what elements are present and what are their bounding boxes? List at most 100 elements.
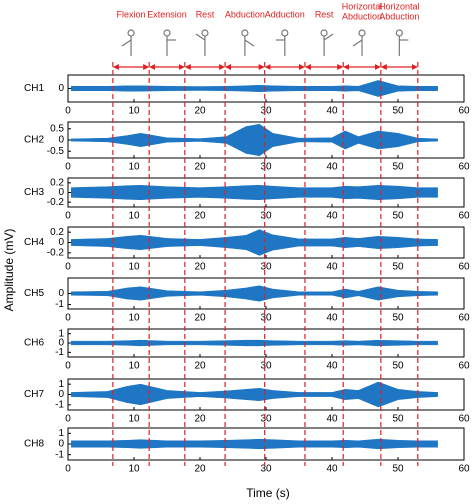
x-tick-label: 60: [458, 211, 470, 222]
icon-arm: [195, 33, 206, 41]
channel-label: CH8: [24, 439, 44, 450]
x-tick-label: 10: [128, 464, 140, 475]
x-tick-label: 50: [392, 106, 404, 117]
x-tick-label: 30: [260, 464, 272, 475]
channel-label: CH4: [24, 237, 44, 248]
plot-frame: [67, 328, 465, 358]
x-tick-label: 10: [128, 414, 140, 425]
icon-head: [281, 29, 289, 37]
x-tick-label: 30: [260, 361, 272, 372]
x-tick-label: 50: [392, 162, 404, 173]
plot-frame: [67, 427, 465, 461]
x-tick-label: 50: [392, 313, 404, 324]
plot-frame: [67, 121, 465, 159]
plot-frame: [67, 74, 465, 103]
phase-label: Abduction: [225, 9, 265, 19]
x-tick-label: 10: [128, 211, 140, 222]
x-tick-label: 40: [326, 106, 338, 117]
x-tick-label: 10: [128, 106, 140, 117]
y-axis-label: Amplitude (mV): [2, 229, 16, 312]
x-tick-label: 0: [65, 313, 71, 324]
x-tick-label: 0: [65, 162, 71, 173]
x-tick-label: 50: [392, 211, 404, 222]
icon-head: [320, 29, 328, 37]
x-tick-label: 10: [128, 313, 140, 324]
icon-arm: [244, 39, 255, 47]
pose-icon: [395, 29, 409, 56]
icon-head: [127, 29, 135, 37]
icon-head: [358, 29, 366, 37]
x-tick-label: 20: [194, 414, 206, 425]
x-tick-label: 50: [392, 414, 404, 425]
x-tick-label: 0: [65, 262, 71, 273]
channel-label: CH5: [24, 288, 44, 299]
y-tick-label: 0: [58, 187, 64, 198]
icon-head: [201, 29, 209, 37]
x-tick-label: 0: [65, 414, 71, 425]
x-tick-label: 60: [458, 262, 470, 273]
x-tick-label: 30: [260, 106, 272, 117]
x-tick-label: 0: [65, 361, 71, 372]
x-tick-label: 40: [326, 414, 338, 425]
x-tick-label: 10: [128, 262, 140, 273]
y-tick-label: 0.2: [50, 177, 64, 188]
icon-head: [241, 29, 249, 37]
y-tick-label: 0: [58, 135, 64, 146]
pose-icon: [121, 29, 135, 56]
phase-label: Rest: [196, 9, 215, 19]
x-axis-label: Time (s): [246, 486, 290, 500]
channel-label: CH3: [24, 187, 44, 198]
pose-icon: [195, 29, 209, 56]
plot-frame: [67, 277, 465, 310]
pose-icon: [241, 29, 255, 56]
y-tick-label: -0.2: [47, 197, 65, 208]
phase-label: Horizontal: [379, 1, 420, 11]
icon-head: [163, 29, 171, 37]
y-tick-label: 0: [58, 237, 64, 248]
x-tick-label: 20: [194, 361, 206, 372]
x-tick-label: 60: [458, 361, 470, 372]
phase-label: Horizontal: [342, 1, 383, 11]
x-tick-label: 60: [458, 414, 470, 425]
x-tick-label: 30: [260, 262, 272, 273]
y-tick-label: -1: [55, 299, 64, 310]
x-tick-label: 40: [326, 211, 338, 222]
x-tick-label: 10: [128, 162, 140, 173]
pose-icon: [163, 29, 176, 56]
y-tick-label: -0.5: [47, 146, 65, 157]
x-tick-label: 30: [260, 414, 272, 425]
x-tick-label: 30: [260, 211, 272, 222]
y-tick-label: 0: [58, 83, 64, 94]
y-tick-label: 0: [58, 338, 64, 349]
y-tick-label: 1: [58, 428, 64, 439]
x-tick-label: 20: [194, 106, 206, 117]
y-tick-label: 1: [58, 379, 64, 390]
x-tick-label: 10: [128, 361, 140, 372]
y-tick-label: -1: [55, 347, 64, 358]
icon-head: [395, 29, 403, 37]
x-tick-label: 40: [326, 361, 338, 372]
x-tick-label: 30: [260, 162, 272, 173]
icon-arm: [352, 39, 363, 47]
x-tick-label: 0: [65, 106, 71, 117]
x-tick-label: 40: [326, 464, 338, 475]
y-tick-label: 0.2: [50, 227, 64, 238]
x-tick-label: 20: [194, 262, 206, 273]
x-tick-label: 20: [194, 162, 206, 173]
icon-arm: [121, 39, 132, 47]
channel-label: CH2: [24, 135, 44, 146]
x-tick-label: 60: [458, 464, 470, 475]
x-tick-label: 50: [392, 262, 404, 273]
x-tick-label: 20: [194, 464, 206, 475]
channel-label: CH7: [24, 389, 44, 400]
pose-icon: [275, 29, 289, 56]
pose-icon: [352, 29, 366, 56]
pose-icon: [320, 29, 334, 56]
y-tick-label: -1: [55, 399, 64, 410]
phase-label: Abduction: [379, 11, 419, 21]
phase-label: Flexion: [117, 9, 146, 19]
x-tick-label: 40: [326, 313, 338, 324]
channel-label: CH6: [24, 338, 44, 349]
x-tick-label: 40: [326, 162, 338, 173]
